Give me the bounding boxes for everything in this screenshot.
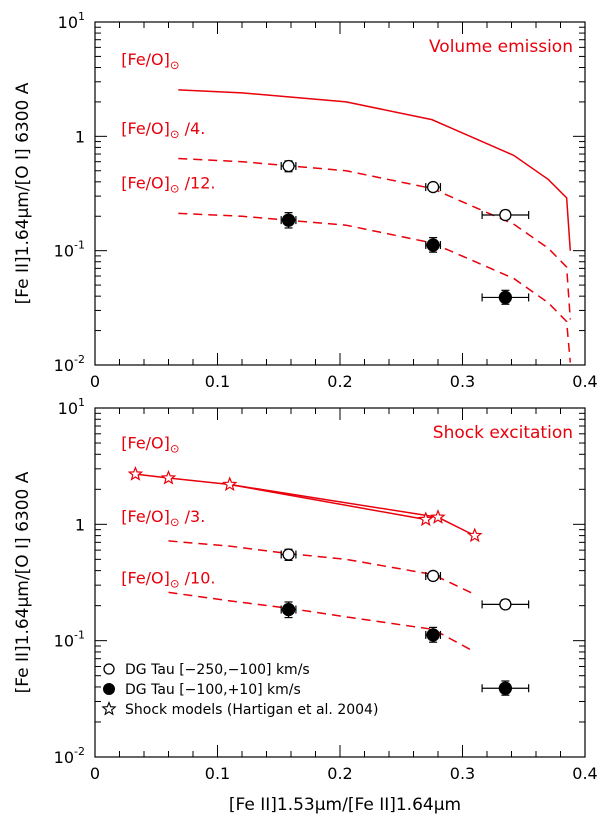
legend-label: DG Tau [−250,−100] km/s xyxy=(125,662,310,678)
x-tick-label: 0.4 xyxy=(572,372,597,391)
series-line xyxy=(178,212,572,363)
plot-frame xyxy=(94,21,586,366)
model-label: [Fe/O]⊙ xyxy=(121,50,179,72)
x-tick-label: 0.1 xyxy=(205,372,230,391)
series-line xyxy=(168,591,476,653)
x-axis-label: [Fe II]1.53μm/[Fe II]1.64μm xyxy=(229,795,461,815)
x-tick-label: 0.2 xyxy=(327,372,352,391)
data-point-filled xyxy=(281,602,296,617)
x-tick-label: 0.3 xyxy=(450,764,475,783)
panel-volume-emission: 0 0.1 0.2 0.3 0.4 10-2 10-1 1 101 [Fe II]1.64μm/[… xyxy=(13,10,598,391)
y-tick-label: 10-1 xyxy=(54,629,85,651)
y-tick-label: 10-2 xyxy=(54,353,85,375)
data-point-filled xyxy=(426,628,440,642)
series-line xyxy=(178,89,572,251)
model-label: [Fe/O]⊙ /10. xyxy=(121,569,215,591)
shock-model-star xyxy=(417,511,434,527)
model-label: [Fe/O]⊙ /12. xyxy=(121,173,215,195)
data-point-open xyxy=(499,208,512,222)
shock-model-star xyxy=(430,509,446,524)
y-tick-label: 10-2 xyxy=(54,745,85,767)
shock-model-star xyxy=(160,469,177,485)
data-point-filled xyxy=(498,290,513,305)
series-line xyxy=(178,157,572,320)
x-tick-label: 0.3 xyxy=(450,372,475,391)
legend-marker-filled xyxy=(103,683,115,695)
panel-title: Volume emission xyxy=(429,37,573,57)
legend-label: Shock models (Hartigan et al. 2004) xyxy=(125,702,378,718)
panel-title: Shock excitation xyxy=(433,423,573,443)
y-tick-label: 1 xyxy=(75,127,85,146)
x-tick-label: 0 xyxy=(90,764,100,783)
data-point-filled xyxy=(281,213,296,227)
legend-label: DG Tau [−100,+10] km/s xyxy=(125,682,301,698)
y-tick-label: 1 xyxy=(75,515,85,534)
y-axis-label: [Fe II]1.64μm/[O I] 6300 A xyxy=(13,471,33,693)
legend-marker-star xyxy=(101,700,117,716)
data-point-filled xyxy=(426,238,440,252)
series-line xyxy=(229,483,426,521)
shock-model-star xyxy=(466,527,483,543)
x-tick-label: 0 xyxy=(90,372,100,391)
data-point-open xyxy=(426,180,440,194)
data-point-filled xyxy=(498,681,513,695)
legend-marker-open xyxy=(103,663,115,675)
y-tick-label: 10-1 xyxy=(54,239,85,261)
y-axis-label: [Fe II]1.64μm/[O I] 6300 A xyxy=(13,82,33,304)
model-label: [Fe/O]⊙ xyxy=(121,433,179,455)
y-tick-label: 101 xyxy=(58,10,85,32)
model-label: [Fe/O]⊙ /3. xyxy=(121,507,205,529)
x-tick-label: 0.4 xyxy=(572,764,597,783)
panel-shock-excitation: 0 0.1 0.2 0.3 0.4 10-2 10-1 1 101 [Fe II]1.64μm/[… xyxy=(13,396,598,783)
series-line xyxy=(135,473,476,537)
shock-model-star xyxy=(221,476,238,492)
model-label: [Fe/O]⊙ /4. xyxy=(121,119,205,141)
x-tick-label: 0.2 xyxy=(327,764,352,783)
y-tick-label: 101 xyxy=(58,396,85,418)
data-point-open xyxy=(282,159,295,173)
data-point-open xyxy=(499,598,512,611)
data-point-open xyxy=(282,548,295,561)
data-point-open xyxy=(426,569,440,583)
x-tick-label: 0.1 xyxy=(205,764,230,783)
shock-model-star xyxy=(127,465,144,481)
